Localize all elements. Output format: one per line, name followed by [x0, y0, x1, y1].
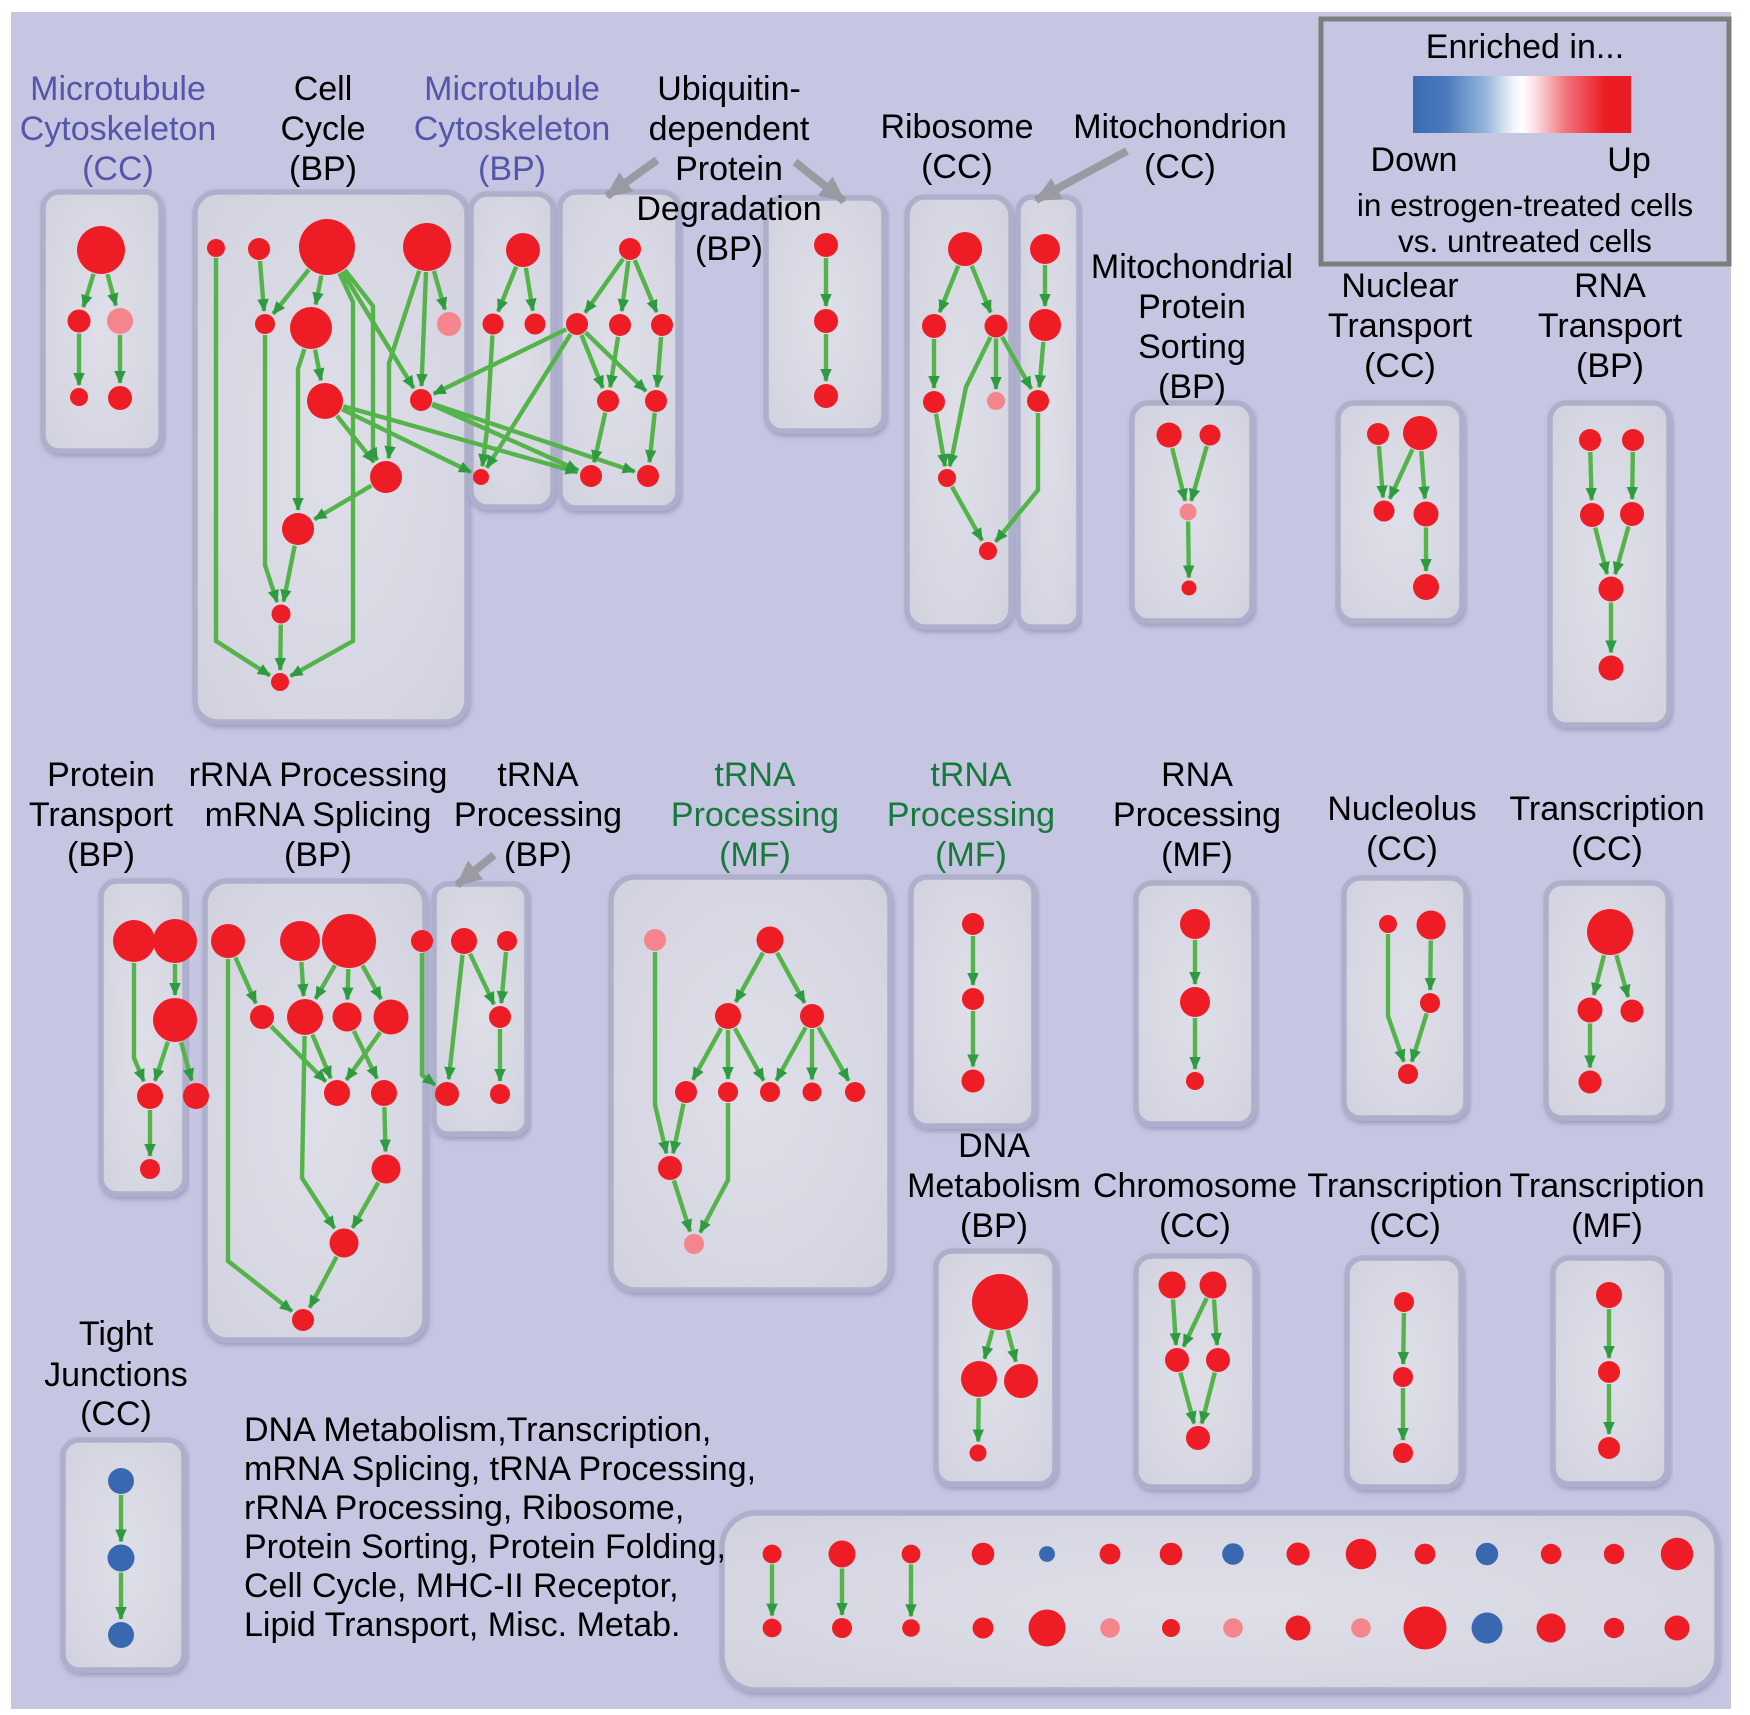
svg-text:Cell Cycle, MHC-II Receptor,: Cell Cycle, MHC-II Receptor, — [244, 1567, 679, 1605]
svg-text:Microtubule: Microtubule — [424, 70, 600, 108]
svg-text:(BP): (BP) — [67, 836, 135, 874]
svg-text:Junctions: Junctions — [44, 1356, 188, 1394]
svg-text:(BP): (BP) — [504, 836, 572, 874]
svg-text:Processing: Processing — [454, 796, 622, 834]
svg-text:Cytoskeleton: Cytoskeleton — [20, 110, 217, 148]
svg-text:(CC): (CC) — [1366, 830, 1438, 868]
svg-text:in estrogen-treated cells: in estrogen-treated cells — [1357, 187, 1693, 223]
svg-text:(BP): (BP) — [289, 150, 357, 188]
svg-text:Mitochondrion: Mitochondrion — [1073, 108, 1287, 146]
svg-text:Down: Down — [1371, 141, 1458, 179]
svg-text:Enriched in...: Enriched in... — [1426, 28, 1624, 66]
svg-text:Ribosome: Ribosome — [880, 108, 1033, 146]
svg-text:(CC): (CC) — [80, 1395, 152, 1433]
svg-text:Protein: Protein — [1138, 288, 1246, 326]
svg-text:Lipid Transport, Misc. Metab.: Lipid Transport, Misc. Metab. — [244, 1606, 681, 1644]
svg-text:DNA: DNA — [958, 1127, 1030, 1165]
svg-text:dependent: dependent — [649, 110, 810, 148]
svg-text:tRNA: tRNA — [497, 756, 579, 794]
svg-text:RNA: RNA — [1161, 756, 1233, 794]
svg-text:(CC): (CC) — [82, 150, 154, 188]
svg-text:Transport: Transport — [1538, 307, 1683, 345]
svg-text:(MF): (MF) — [1161, 836, 1233, 874]
svg-text:Cytoskeleton: Cytoskeleton — [414, 110, 611, 148]
svg-text:Mitochondrial: Mitochondrial — [1091, 248, 1293, 286]
svg-text:Processing: Processing — [887, 796, 1055, 834]
svg-text:Protein: Protein — [675, 150, 783, 188]
svg-text:(CC): (CC) — [1369, 1207, 1441, 1245]
svg-text:Sorting: Sorting — [1138, 328, 1246, 366]
svg-text:(CC): (CC) — [1144, 148, 1216, 186]
svg-text:Degradation: Degradation — [636, 190, 821, 228]
svg-text:Transport: Transport — [1328, 307, 1473, 345]
svg-text:Up: Up — [1607, 141, 1650, 179]
svg-text:rRNA Processing, Ribosome,: rRNA Processing, Ribosome, — [244, 1489, 684, 1527]
svg-text:(BP): (BP) — [284, 836, 352, 874]
svg-text:(CC): (CC) — [921, 148, 993, 186]
svg-text:Nuclear: Nuclear — [1341, 267, 1458, 305]
svg-text:Cell: Cell — [294, 70, 353, 108]
svg-text:Protein Sorting, Protein Foldi: Protein Sorting, Protein Folding, — [244, 1528, 726, 1566]
svg-text:(BP): (BP) — [695, 230, 763, 268]
svg-text:Transcription: Transcription — [1307, 1167, 1502, 1205]
svg-text:Transcription: Transcription — [1509, 790, 1704, 828]
svg-text:tRNA: tRNA — [930, 756, 1012, 794]
svg-text:Cycle: Cycle — [280, 110, 365, 148]
svg-text:tRNA: tRNA — [714, 756, 796, 794]
svg-text:Microtubule: Microtubule — [30, 70, 206, 108]
svg-text:(BP): (BP) — [1576, 347, 1644, 385]
svg-text:vs. untreated cells: vs. untreated cells — [1398, 223, 1652, 259]
svg-text:(BP): (BP) — [478, 150, 546, 188]
svg-text:Tight: Tight — [79, 1315, 154, 1353]
svg-text:(MF): (MF) — [1571, 1207, 1643, 1245]
svg-text:Protein: Protein — [47, 756, 155, 794]
svg-text:mRNA Splicing, tRNA Processing: mRNA Splicing, tRNA Processing, — [244, 1450, 756, 1488]
svg-text:RNA: RNA — [1574, 267, 1646, 305]
svg-text:(BP): (BP) — [1158, 368, 1226, 406]
svg-text:(MF): (MF) — [935, 836, 1007, 874]
svg-text:Metabolism: Metabolism — [907, 1167, 1081, 1205]
svg-text:Ubiquitin-: Ubiquitin- — [657, 70, 801, 108]
svg-text:Nucleolus: Nucleolus — [1327, 790, 1476, 828]
svg-text:(CC): (CC) — [1364, 347, 1436, 385]
svg-text:Processing: Processing — [1113, 796, 1281, 834]
svg-text:Transcription: Transcription — [1509, 1167, 1704, 1205]
svg-text:(BP): (BP) — [960, 1207, 1028, 1245]
svg-text:rRNA Processing: rRNA Processing — [189, 756, 448, 794]
svg-text:(MF): (MF) — [719, 836, 791, 874]
svg-text:Chromosome: Chromosome — [1093, 1167, 1297, 1205]
svg-text:(CC): (CC) — [1571, 830, 1643, 868]
svg-text:Transport: Transport — [29, 796, 174, 834]
svg-text:mRNA Splicing: mRNA Splicing — [205, 796, 432, 834]
svg-text:Processing: Processing — [671, 796, 839, 834]
svg-text:(CC): (CC) — [1159, 1207, 1231, 1245]
svg-text:DNA Metabolism,Transcription,: DNA Metabolism,Transcription, — [244, 1411, 711, 1449]
